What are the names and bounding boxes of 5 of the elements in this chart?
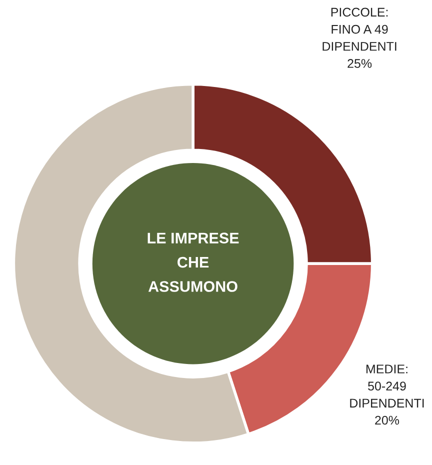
data-label: 20% (375, 416, 400, 425)
text: LE IMPRESE CHE ASSUMONO (148, 232, 239, 292)
data-label: 25% (348, 59, 372, 68)
slice-label: PICCOLE: FINO A 49 DIPENDENTI (322, 8, 396, 51)
slice-label: MEDIE: 50-249 DIPENDENTI (350, 364, 424, 408)
